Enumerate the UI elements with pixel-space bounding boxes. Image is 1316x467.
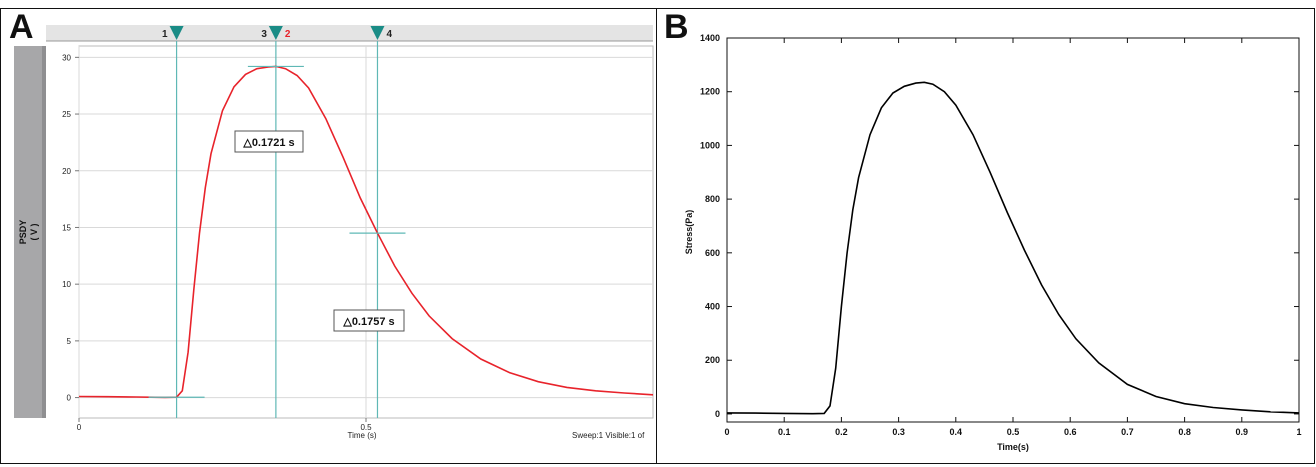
y-tick-label-b-6: 1200 [700, 87, 720, 97]
cursor-label-1: 1 [162, 29, 168, 40]
x-tick-label-b-3: 0.3 [892, 427, 905, 437]
y-tick-label-b-5: 1000 [700, 140, 720, 150]
x-axis-label-a: Time (s) [347, 431, 376, 440]
cursor-marker-3-icon [268, 26, 283, 40]
x-tick-label-b-7: 0.7 [1121, 427, 1134, 437]
annotation-text-2: △0.1757 s [342, 316, 394, 328]
series-b-line [726, 81, 1300, 415]
cursor-marker-4-icon [370, 26, 385, 40]
y-axis-strip-inner [42, 46, 46, 418]
y-tick-label-b-0: 0 [715, 409, 720, 419]
y-axis-strip [14, 46, 46, 418]
status-text-a: Sweep:1 Visible:1 of [572, 431, 645, 440]
x-tick-label-b-8: 0.8 [1178, 427, 1191, 437]
y-tick-label-a-0: 0 [67, 394, 72, 403]
y-tick-label-a-3: 15 [62, 223, 71, 232]
cursor-label-4: 4 [386, 29, 392, 40]
grid-a [78, 46, 653, 418]
x-tick-label-b-2: 0.2 [835, 427, 848, 437]
y-tick-label-a-1: 5 [67, 337, 72, 346]
y-tick-label-b-3: 600 [705, 248, 720, 258]
cursor-header-bar [46, 25, 653, 41]
x-axis-label-b: Time(s) [997, 442, 1029, 452]
x-tick-label-b-4: 0.4 [950, 427, 963, 437]
y-tick-label-b-2: 400 [705, 302, 720, 312]
cursor-label-2: 2 [285, 29, 291, 40]
y-axis-label-b: Stress(Pa) [684, 210, 694, 255]
y-tick-label-a-6: 30 [62, 53, 71, 62]
y-axis-label-a: PSDY [18, 220, 28, 245]
cursor-extras-a [148, 65, 406, 398]
y-axis-unit-a: ( V ) [29, 223, 39, 240]
plot-area-b [726, 37, 1300, 423]
x-tick-label-b-1: 0.1 [778, 427, 791, 437]
panel-b-chart: 0 200 400 600 800 1000 1200 1400 0 0.1 0.2 0.3 0.4 0.… [684, 33, 1302, 452]
y-tick-label-b-7: 1400 [700, 33, 720, 43]
x-tick-label-b-5: 0.5 [1007, 427, 1020, 437]
y-tick-label-b-1: 200 [705, 355, 720, 365]
panel-a-frame [0, 8, 657, 464]
annotation-box-1: △0.1721 s [234, 130, 304, 153]
x-tick-label-a-1: 0.5 [360, 423, 372, 432]
panel-letter-a: A [9, 8, 34, 46]
axes-a: 0 5 10 15 20 25 30 0 0.5 [62, 53, 372, 432]
panel-a-chart: PSDY ( V ) 0 5 10 15 20 25 30 0 0.5 1 3 2 4 △0.1721… [14, 25, 654, 440]
cursor-marker-1-icon [169, 26, 184, 40]
y-tick-label-a-4: 20 [62, 167, 71, 176]
x-tick-label-b-0: 0 [724, 427, 729, 437]
annotation-text-1: △0.1721 s [242, 137, 294, 149]
series-a-line [78, 65, 654, 399]
panel-b-frame [657, 8, 1315, 464]
cursors-a: 1 3 2 4 [162, 26, 392, 418]
axes-b: 0 200 400 600 800 1000 1200 1400 0 0.1 0.2 0.3 0.4 0.… [700, 33, 1302, 437]
x-tick-label-b-10: 1 [1296, 427, 1301, 437]
y-tick-label-b-4: 800 [705, 194, 720, 204]
annotation-box-2: △0.1757 s [333, 309, 405, 332]
y-tick-label-a-2: 10 [62, 280, 71, 289]
y-tick-label-a-5: 25 [62, 110, 71, 119]
x-tick-label-b-6: 0.6 [1064, 427, 1077, 437]
x-tick-label-b-9: 0.9 [1236, 427, 1249, 437]
panel-letter-b: B [664, 8, 689, 46]
x-tick-label-a-0: 0 [77, 423, 82, 432]
cursor-label-3: 3 [261, 29, 267, 40]
